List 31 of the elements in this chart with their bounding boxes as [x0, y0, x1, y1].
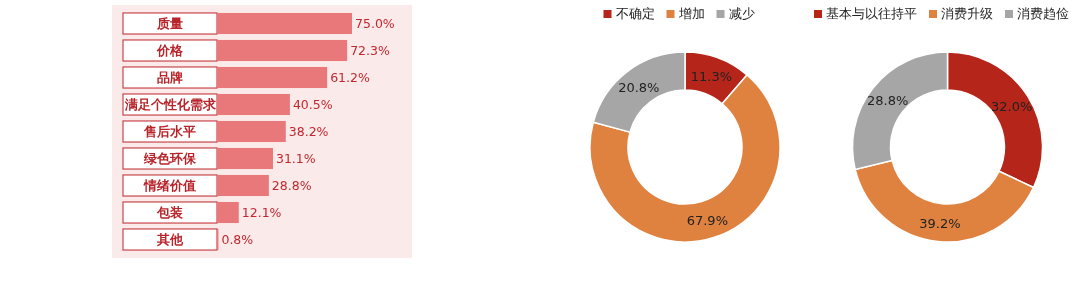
data-label: 0.8% [221, 232, 254, 247]
y-tick-label: 售后水平 [143, 124, 196, 139]
y-tick-label: 情绪价值 [143, 178, 196, 193]
bar [217, 201, 239, 224]
y-tick-label: 品牌 [157, 70, 183, 85]
legend-label: 不确定 [615, 6, 655, 21]
data-label: 75.0% [355, 16, 395, 31]
legend-label: 增加 [677, 6, 705, 21]
data-label: 31.1% [275, 151, 316, 166]
y-tick-label: 满足个性化需求 [123, 97, 217, 112]
data-label: 67.9% [686, 212, 728, 228]
data-label: 20.8% [618, 79, 660, 95]
y-tick-label: 包装 [156, 205, 183, 220]
legend-label: 减少 [728, 6, 755, 21]
y-tick-label: 价格 [156, 43, 184, 58]
legend-label: 消费升级 [941, 6, 993, 21]
data-label: 40.5% [292, 97, 333, 112]
data-label: 72.3% [350, 43, 390, 58]
legend-label: 消费趋俭 [1017, 6, 1069, 21]
data-label: 38.2% [288, 124, 329, 139]
legend-label: 基本与以往持平 [826, 6, 917, 21]
data-label: 11.3% [690, 68, 733, 84]
data-label: 28.8% [867, 93, 909, 109]
data-label: 61.2% [330, 70, 370, 85]
y-tick-label: 质量 [156, 16, 183, 31]
data-label: 39.2% [919, 215, 961, 231]
y-tick-label: 其他 [156, 232, 184, 247]
data-label: 28.8% [271, 178, 312, 193]
y-tick-label: 绿色环保 [143, 151, 197, 166]
data-label: 32.0% [991, 99, 1033, 115]
data-label: 12.1% [241, 205, 282, 220]
